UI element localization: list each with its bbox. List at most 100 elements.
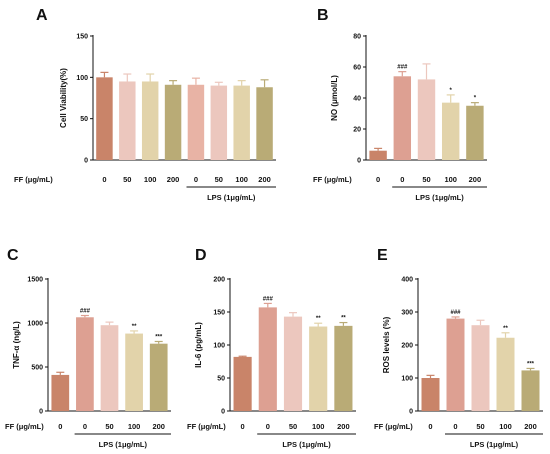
bar [96, 77, 113, 160]
significance-marker: ** [132, 324, 137, 330]
significance-marker: ### [450, 310, 461, 316]
panel-letter: A [36, 7, 48, 24]
bar [421, 378, 440, 411]
significance-marker: ** [503, 326, 508, 332]
bar [496, 337, 515, 411]
significance-marker: *** [155, 334, 163, 340]
category-label: 0 [266, 422, 270, 431]
ff-row-label: FF (μg/mL) [187, 422, 226, 431]
y-axis-label: ROS levels (%) [382, 316, 391, 373]
y-tick-label: 0 [409, 409, 413, 416]
y-tick-label: 50 [217, 376, 225, 383]
category-label: 100 [499, 422, 512, 431]
category-label: 0 [400, 175, 404, 184]
significance-marker: * [450, 88, 453, 94]
category-label: 0 [58, 422, 62, 431]
significance-marker: ** [316, 316, 321, 322]
bar [446, 318, 465, 411]
lps-label: LPS (1μg/mL) [415, 193, 464, 202]
panel-d: D 0 50 100 150 200 IL-6 (pg/mL) 0 ### 0 50 ** 100 ** 2… [187, 247, 356, 449]
panel-letter: E [377, 247, 388, 264]
y-tick-label: 400 [401, 277, 413, 284]
bar [417, 79, 436, 160]
y-tick-label: 0 [357, 158, 361, 165]
bar [471, 325, 490, 411]
bar [233, 356, 252, 411]
bar [233, 85, 250, 160]
panel-letter: B [317, 7, 329, 24]
bar [149, 343, 168, 411]
category-label: 200 [258, 175, 271, 184]
bar [100, 325, 119, 411]
category-label: 50 [422, 175, 430, 184]
significance-marker: ### [397, 65, 408, 71]
significance-marker: ** [341, 316, 346, 322]
panel-a: A 0 50 100 150 Cell Viability(%) 0 50 100 200 0 50 1… [14, 7, 276, 202]
y-tick-label: 40 [353, 96, 361, 103]
y-tick-label: 80 [353, 34, 361, 41]
y-tick-label: 100 [401, 376, 413, 383]
bar [369, 150, 387, 160]
category-label: 50 [105, 422, 113, 431]
bar [187, 84, 205, 160]
category-label: 0 [102, 175, 106, 184]
y-tick-label: 1500 [27, 277, 43, 284]
category-label: 50 [215, 175, 223, 184]
ff-row-label: FF (μg/mL) [5, 422, 44, 431]
category-label: 0 [83, 422, 87, 431]
y-tick-label: 20 [353, 127, 361, 134]
y-tick-label: 300 [401, 310, 413, 317]
category-label: 50 [289, 422, 297, 431]
panel-b: B 0 20 40 60 80 NO (μmol/L) 0 ### 0 50 * 100 * 200 FF (… [313, 7, 487, 202]
bar [76, 317, 94, 411]
y-axis-label: TNF-α (ng/L) [12, 321, 21, 369]
category-label: 50 [476, 422, 484, 431]
category-label: 0 [241, 422, 245, 431]
category-label: 0 [453, 422, 457, 431]
significance-marker: *** [527, 361, 535, 367]
bar [119, 81, 136, 160]
y-tick-label: 1000 [27, 321, 43, 328]
bar [334, 325, 353, 411]
significance-marker: * [474, 96, 477, 102]
category-label: 100 [235, 175, 248, 184]
y-tick-label: 100 [213, 343, 225, 350]
category-label: 200 [524, 422, 537, 431]
bar [125, 333, 143, 411]
y-tick-label: 200 [401, 343, 413, 350]
panel-c: C 0 500 1000 1500 TNF-α (ng/L) 0 ### 0 50 ** 100 ***… [5, 247, 171, 449]
lps-label: LPS (1μg/mL) [99, 440, 148, 449]
category-label: 200 [337, 422, 350, 431]
ff-row-label: FF (μg/mL) [14, 175, 53, 184]
bar [256, 87, 273, 160]
category-label: 100 [444, 175, 457, 184]
category-label: 200 [167, 175, 180, 184]
bar [521, 370, 540, 411]
y-tick-label: 100 [76, 75, 88, 82]
panel-e: E 0 100 200 300 400 ROS levels (%) 0 ### 0 50 ** 100… [374, 247, 543, 449]
category-label: 50 [123, 175, 131, 184]
ff-row-label: FF (μg/mL) [313, 175, 352, 184]
y-tick-label: 0 [221, 409, 225, 416]
significance-marker: ### [263, 296, 274, 302]
panel-letter: D [195, 247, 207, 264]
category-label: 0 [428, 422, 432, 431]
category-label: 100 [144, 175, 157, 184]
significance-marker: ### [80, 309, 91, 315]
panel-letter: C [7, 247, 19, 264]
bar [51, 374, 70, 411]
y-tick-label: 150 [213, 310, 225, 317]
y-tick-label: 150 [76, 34, 88, 41]
category-label: 200 [469, 175, 482, 184]
bar [164, 84, 182, 160]
ff-row-label: FF (μg/mL) [374, 422, 413, 431]
category-label: 0 [194, 175, 198, 184]
category-label: 200 [152, 422, 165, 431]
category-label: 0 [376, 175, 380, 184]
bar [210, 85, 228, 160]
y-axis-label: Cell Viability(%) [59, 68, 68, 128]
bar [441, 102, 460, 160]
y-axis-label: IL-6 (pg/mL) [194, 322, 203, 368]
bar [466, 105, 484, 160]
